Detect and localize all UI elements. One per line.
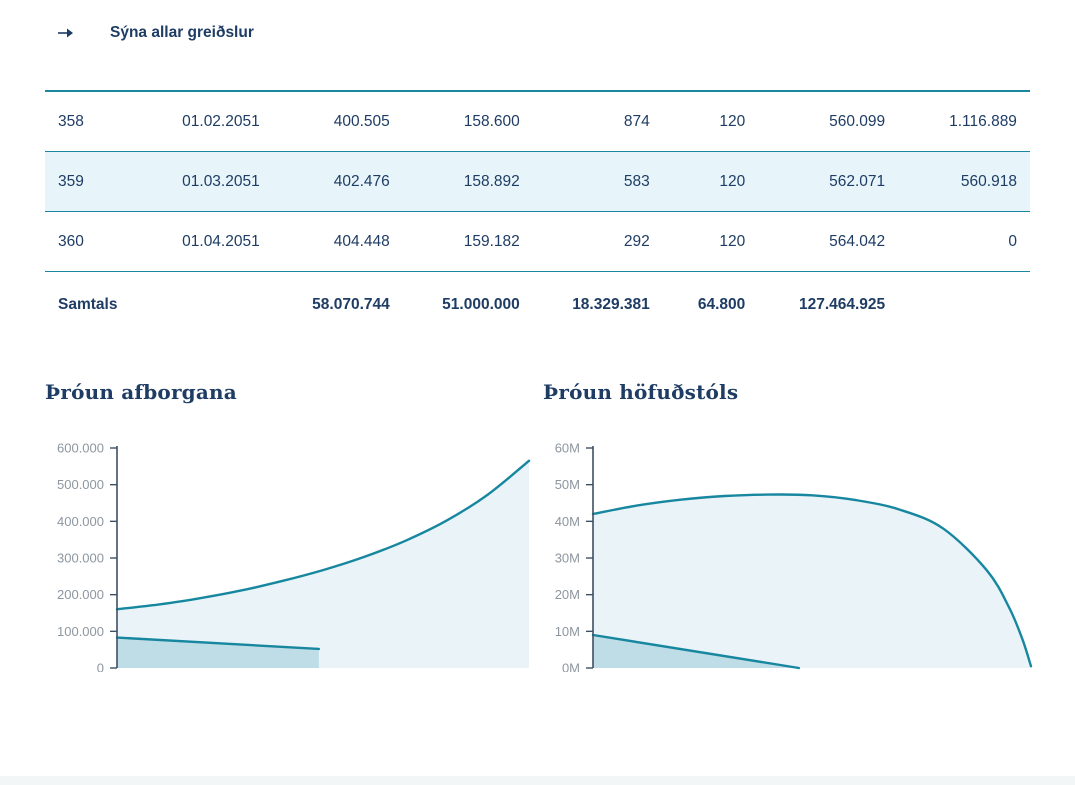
table-cell: 120 bbox=[719, 112, 746, 130]
y-tick-label: 10M bbox=[555, 624, 580, 639]
table-cell: 292 bbox=[623, 232, 650, 250]
payments-table: 358 01.02.2051 400.505 158.600 874 120 560.099… bbox=[45, 90, 1030, 338]
series-line bbox=[591, 633, 801, 670]
table-cell: 562.071 bbox=[829, 172, 886, 190]
totals-row: Samtals 58.070.744 51.000.000 18.329.381 64… bbox=[45, 272, 1030, 338]
series-line bbox=[115, 636, 321, 651]
table-cell: 560.099 bbox=[829, 112, 886, 130]
series-line bbox=[591, 493, 1033, 668]
chart-title-hofudstoll: Þróun höfuðstóls bbox=[543, 380, 739, 404]
area-fill bbox=[593, 494, 1031, 668]
totals-cell: 51.000.000 bbox=[442, 296, 520, 313]
show-all-payments-label: Sýna allar greiðslur bbox=[110, 24, 254, 41]
totals-cell: 58.070.744 bbox=[312, 296, 390, 313]
table-cell: 874 bbox=[623, 112, 650, 130]
arrow-right-icon bbox=[58, 28, 73, 38]
table-cell: 0 bbox=[1008, 232, 1017, 250]
y-tick-label: 0M bbox=[562, 661, 580, 673]
table-cell: 01.04.2051 bbox=[182, 232, 260, 250]
table-cell: 564.042 bbox=[829, 232, 886, 250]
totals-cell: 64.800 bbox=[697, 296, 746, 313]
y-tick-label: 600.000 bbox=[57, 441, 104, 456]
table-row[interactable]: 359 01.03.2051 402.476 158.892 583 120 562.071… bbox=[45, 152, 1030, 212]
table-cell: 158.892 bbox=[463, 172, 520, 190]
y-tick-label: 60M bbox=[555, 441, 580, 456]
series-line bbox=[115, 459, 531, 611]
y-tick-label: 400.000 bbox=[57, 514, 104, 529]
table-cell: 359 bbox=[58, 172, 84, 190]
payments-table-body: 358 01.02.2051 400.505 158.600 874 120 560.099… bbox=[45, 92, 1030, 272]
totals-cell: 18.329.381 bbox=[572, 296, 650, 313]
y-tick-label: 500.000 bbox=[57, 477, 104, 492]
table-cell: 560.918 bbox=[960, 172, 1017, 190]
y-tick-label: 200.000 bbox=[57, 587, 104, 602]
table-cell: 158.600 bbox=[463, 112, 520, 130]
y-tick-label: 0 bbox=[97, 661, 104, 673]
footer-bar bbox=[0, 776, 1075, 785]
y-tick-label: 20M bbox=[555, 587, 580, 602]
table-cell: 01.03.2051 bbox=[182, 172, 260, 190]
table-cell: 120 bbox=[719, 232, 746, 250]
table-cell: 1.116.889 bbox=[949, 112, 1017, 130]
totals-cell: 127.464.925 bbox=[798, 296, 886, 313]
totals-label: Samtals bbox=[58, 296, 118, 313]
chart-hofudstoll: 60M 50M 40M 30M 20M 10M 0M bbox=[555, 441, 1033, 673]
show-all-payments-link[interactable]: Sýna allar greiðslur bbox=[58, 24, 254, 42]
table-cell: 402.476 bbox=[333, 172, 390, 190]
table-row[interactable]: 360 01.04.2051 404.448 159.182 292 120 564.042… bbox=[45, 212, 1030, 272]
area-fill bbox=[593, 635, 799, 668]
table-cell: 01.02.2051 bbox=[182, 112, 260, 130]
y-tick-label: 30M bbox=[555, 551, 580, 566]
table-row[interactable]: 358 01.02.2051 400.505 158.600 874 120 560.099… bbox=[45, 92, 1030, 152]
y-tick-label: 50M bbox=[555, 477, 580, 492]
table-cell: 404.448 bbox=[333, 232, 390, 250]
area-fill bbox=[117, 460, 529, 668]
table-cell: 358 bbox=[58, 112, 84, 130]
chart-title-afborganir: Þróun afborgana bbox=[45, 380, 237, 404]
table-cell: 159.182 bbox=[463, 232, 520, 250]
chart-afborganir: 600.000 500.000 400.000 300.000 200.000 100.0… bbox=[57, 441, 531, 673]
table-cell: 400.505 bbox=[333, 112, 390, 130]
table-cell: 583 bbox=[623, 172, 650, 190]
area-fill bbox=[117, 637, 319, 668]
y-tick-label: 100.000 bbox=[57, 624, 104, 639]
y-tick-label: 300.000 bbox=[57, 551, 104, 566]
table-cell: 120 bbox=[719, 172, 746, 190]
table-cell: 360 bbox=[58, 232, 84, 250]
y-tick-label: 40M bbox=[555, 514, 580, 529]
